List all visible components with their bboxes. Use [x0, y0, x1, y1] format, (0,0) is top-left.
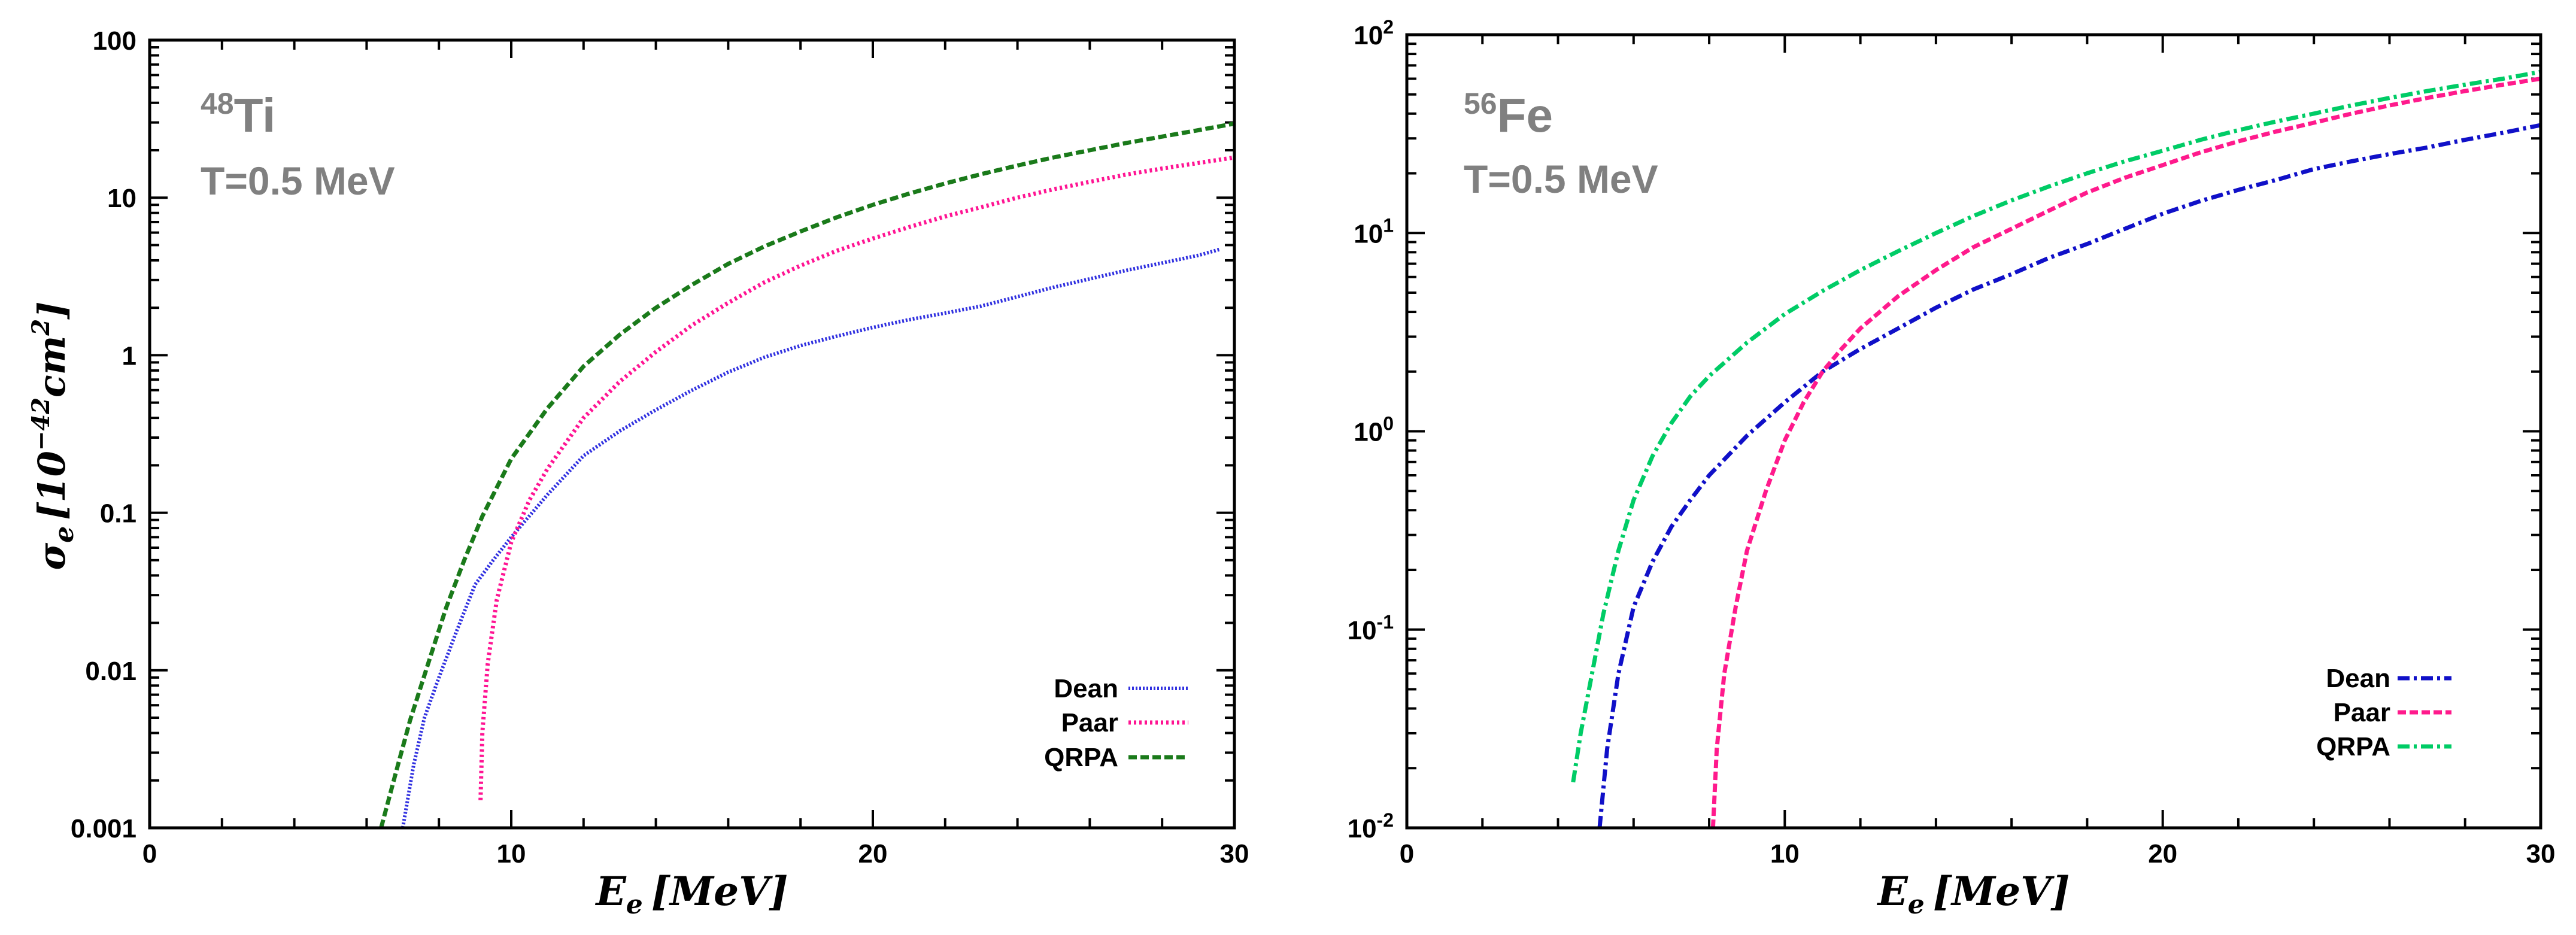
ticks-layer [150, 40, 1234, 828]
legend-label-dean: Dean [1054, 674, 1118, 703]
y-axis-label: σe[10−42cm2] [27, 301, 80, 570]
x-axis-label: Ee [MeV] [594, 868, 788, 920]
y-tick-label: 0.1 [100, 499, 136, 529]
ticks-layer [1407, 35, 2541, 828]
x-tick-label: 10 [1770, 839, 1800, 869]
series-line-qrpa [1571, 69, 2541, 783]
series-layer [379, 122, 1235, 828]
legend-label-dean: Dean [2326, 664, 2390, 693]
legend: Dean Paar QRPA [2316, 664, 2451, 761]
x-axis-label: Ee [MeV] [1876, 868, 2070, 920]
panel-ti48: 0 10 20 30 0.001 0.01 0.1 1 10 100 48Ti T=0.5 MeV… [27, 26, 1249, 920]
nucleus-label: 56Fe [1464, 87, 1553, 142]
series-line-dean [1597, 123, 2541, 828]
series-line-paar [1710, 77, 2541, 828]
y-tick-label: 101 [1354, 214, 1394, 248]
legend: Dean Paar QRPA [1044, 674, 1188, 772]
y-tick-label: 100 [1354, 413, 1394, 447]
y-tick-label: 0.01 [85, 657, 136, 686]
tick-labels: 0 10 20 30 0.001 0.01 0.1 1 10 100 [71, 26, 1249, 869]
legend-label-paar: Paar [1061, 708, 1118, 737]
temperature-label: T=0.5 MeV [201, 159, 395, 203]
tick-labels: 0 10 20 30 10-2 10-1 100 101 102 [1348, 16, 2556, 869]
legend-label-qrpa: QRPA [2316, 732, 2390, 761]
x-tick-label: 0 [1400, 839, 1414, 869]
nucleus-label: 48Ti [201, 87, 275, 142]
x-tick-label: 20 [2148, 839, 2177, 869]
legend-label-qrpa: QRPA [1044, 743, 1118, 772]
temperature-label: T=0.5 MeV [1464, 157, 1658, 201]
plot-frame [148, 38, 1236, 830]
y-tick-label: 100 [93, 26, 136, 56]
x-tick-label: 0 [142, 839, 157, 869]
y-tick-label: 102 [1354, 16, 1394, 50]
series-line-dean [400, 247, 1221, 828]
series-line-paar [478, 155, 1235, 800]
y-tick-label: 0.001 [71, 814, 136, 843]
x-tick-label: 30 [2526, 839, 2556, 869]
y-tick-label: 10-2 [1348, 809, 1394, 843]
y-tick-label: 1 [122, 341, 136, 371]
x-tick-label: 10 [497, 839, 526, 869]
y-tick-label: 10 [107, 184, 136, 213]
x-tick-label: 30 [1220, 839, 1249, 869]
plot-frame [1405, 33, 2542, 830]
series-line-qrpa [379, 122, 1235, 828]
legend-label-paar: Paar [2334, 698, 2390, 727]
x-tick-label: 20 [858, 839, 888, 869]
y-tick-label: 10-1 [1348, 611, 1394, 645]
series-layer [1571, 69, 2541, 828]
